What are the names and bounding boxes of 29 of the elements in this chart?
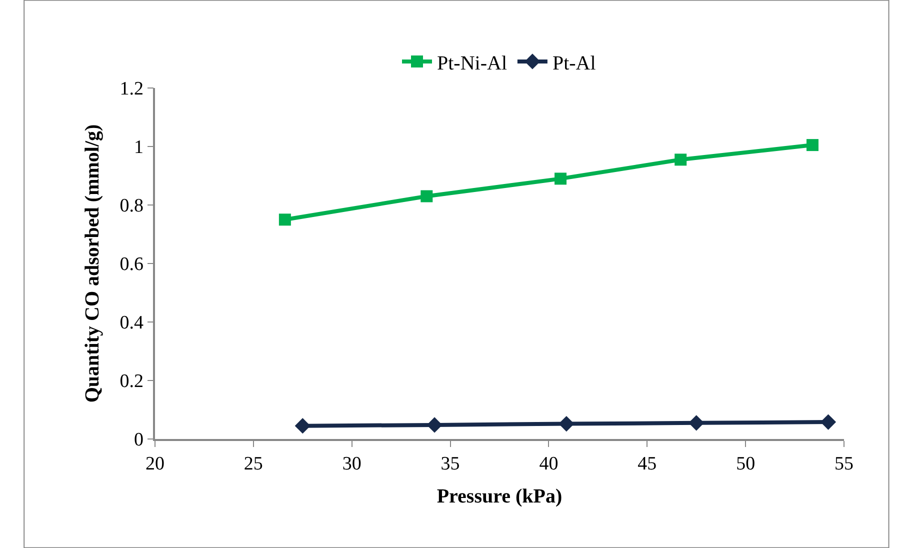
x-tick-label: 35	[440, 454, 460, 475]
point	[820, 414, 836, 430]
legend-label: Pt-Al	[552, 52, 596, 74]
x-tick-label: 50	[736, 454, 756, 475]
y-tick-label: 1.2	[120, 78, 144, 100]
y-tick-label: 0.2	[120, 371, 144, 392]
x-tick-label: 25	[244, 454, 263, 475]
y-tick-label: 0.6	[120, 254, 144, 276]
point	[806, 139, 818, 152]
point	[278, 214, 291, 226]
point	[420, 190, 433, 202]
point	[558, 416, 574, 432]
y-tick-label: 0	[134, 430, 144, 451]
point	[426, 417, 442, 433]
y-axis-title: Quantity CO adsorbed (mmol/g)	[82, 124, 104, 403]
legend-label: Pt-Ni-Al	[437, 52, 508, 74]
x-axis-title: Pressure (kPa)	[436, 486, 562, 508]
x-tick-label: 55	[834, 454, 854, 475]
point	[688, 415, 704, 431]
x-tick-label: 40	[539, 454, 558, 475]
point	[674, 154, 687, 166]
y-tick-label: 0.4	[120, 312, 144, 334]
point	[554, 172, 567, 185]
y-tick-label: 1	[134, 137, 144, 158]
x-tick-label: 20	[146, 454, 164, 475]
point	[294, 418, 310, 434]
y-tick-label: 0.8	[120, 196, 144, 217]
x-tick-label: 30	[342, 454, 362, 475]
x-tick-label: 45	[638, 454, 657, 475]
